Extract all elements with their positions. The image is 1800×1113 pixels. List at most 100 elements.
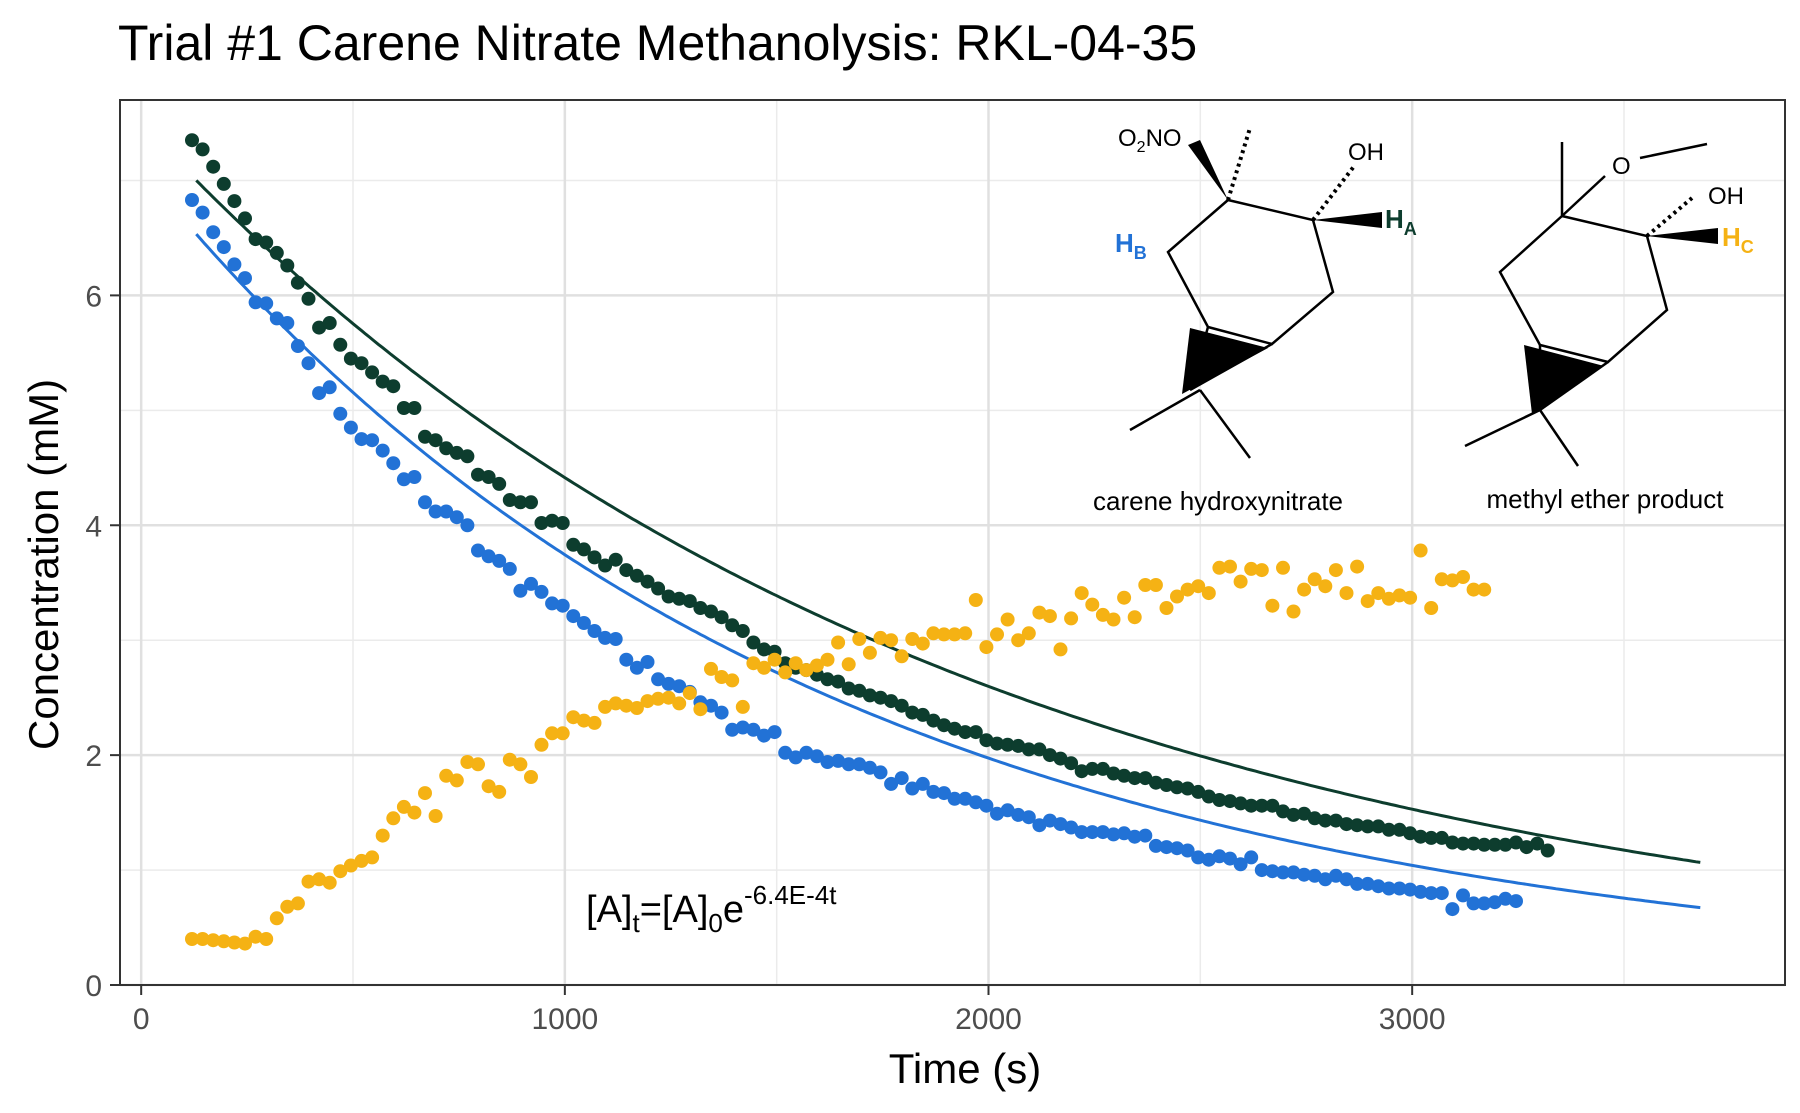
data-point [915, 636, 930, 651]
data-point [481, 470, 496, 484]
data-point [555, 726, 570, 741]
data-point [884, 633, 899, 648]
data-point [1011, 807, 1026, 822]
oh-label-left: OH [1348, 139, 1384, 166]
data-point [1445, 573, 1460, 588]
data-point [534, 516, 549, 530]
data-point [1392, 881, 1407, 896]
data-point [1456, 570, 1470, 584]
data-point [788, 656, 803, 671]
data-point [1053, 751, 1068, 766]
data-point [1509, 835, 1523, 850]
data-point [1106, 612, 1121, 627]
data-point [968, 795, 983, 810]
data-point [1074, 825, 1089, 840]
data-point [1276, 865, 1290, 880]
data-point [1011, 633, 1026, 648]
data-point [1477, 582, 1492, 597]
eq-sub-t: t [632, 908, 640, 938]
fit-curves [195, 179, 1701, 910]
data-point [1307, 811, 1322, 826]
data-point [714, 610, 729, 625]
data-point [259, 932, 274, 946]
data-point [471, 757, 485, 772]
data-point [290, 896, 305, 911]
fit-curve [195, 179, 1701, 864]
data-point [1466, 896, 1481, 911]
data-point [1466, 582, 1481, 597]
data-point [1138, 828, 1153, 843]
data-point [1339, 586, 1354, 601]
data-point [534, 737, 549, 752]
data-point [312, 872, 327, 887]
x-tick-label: 3000 [1379, 1003, 1446, 1036]
data-point [290, 275, 305, 290]
grid-lines [120, 100, 1785, 987]
data-point [227, 257, 242, 272]
data-point [831, 635, 846, 650]
data-point [735, 624, 750, 638]
data-point [693, 601, 708, 615]
data-point [280, 258, 295, 273]
data-point [905, 781, 920, 796]
data-point [545, 596, 560, 611]
data-point [1223, 794, 1237, 809]
data-point [1000, 737, 1015, 752]
data-point [407, 805, 422, 820]
data-point [513, 583, 528, 598]
data-point [746, 722, 761, 737]
data-point [1413, 884, 1428, 899]
x-tick-label: 0 [133, 1003, 150, 1036]
data-point [1339, 817, 1354, 832]
data-point [449, 773, 464, 788]
data-point [1201, 852, 1216, 867]
data-point [640, 694, 655, 709]
data-point [333, 406, 348, 421]
data-point [1159, 778, 1174, 792]
data-point [629, 660, 644, 675]
data-point [460, 449, 475, 464]
data-point [481, 779, 496, 794]
data-point [545, 726, 560, 741]
data-point [862, 760, 877, 775]
data-point [460, 518, 475, 533]
data-point [1519, 840, 1534, 855]
o2no-label: O2NO [1118, 125, 1182, 156]
data-point [195, 932, 210, 946]
data-point [1032, 742, 1047, 757]
data-point [767, 725, 782, 740]
data-point [375, 443, 390, 458]
data-point [1170, 841, 1184, 856]
data-point [1053, 817, 1068, 832]
data-point [1254, 563, 1269, 578]
data-point [428, 809, 443, 823]
data-point [1170, 780, 1184, 795]
data-point [704, 698, 718, 713]
data-point [1360, 876, 1375, 891]
data-point [587, 624, 602, 638]
data-point [1212, 849, 1227, 864]
data-point [809, 658, 824, 673]
data-point [937, 786, 951, 801]
data-point [1159, 840, 1174, 855]
data-point [1297, 582, 1312, 597]
data-point [1328, 563, 1343, 578]
y-tick-label: 0 [85, 970, 102, 1003]
data-point [862, 688, 877, 703]
data-point [1286, 807, 1301, 822]
data-point [1244, 850, 1259, 865]
data-point [990, 736, 1004, 751]
data-point [1339, 872, 1354, 887]
data-point [693, 702, 708, 717]
data-point [937, 718, 951, 733]
data-point [524, 770, 538, 784]
data-point [1350, 876, 1365, 891]
data-point [1074, 764, 1089, 779]
data-point [979, 798, 994, 813]
data-point [301, 874, 316, 889]
data-point [248, 232, 263, 247]
data-point [1223, 851, 1237, 866]
eq-sub-0: 0 [708, 908, 722, 938]
data-point [1371, 879, 1386, 894]
data-point [1509, 894, 1523, 909]
